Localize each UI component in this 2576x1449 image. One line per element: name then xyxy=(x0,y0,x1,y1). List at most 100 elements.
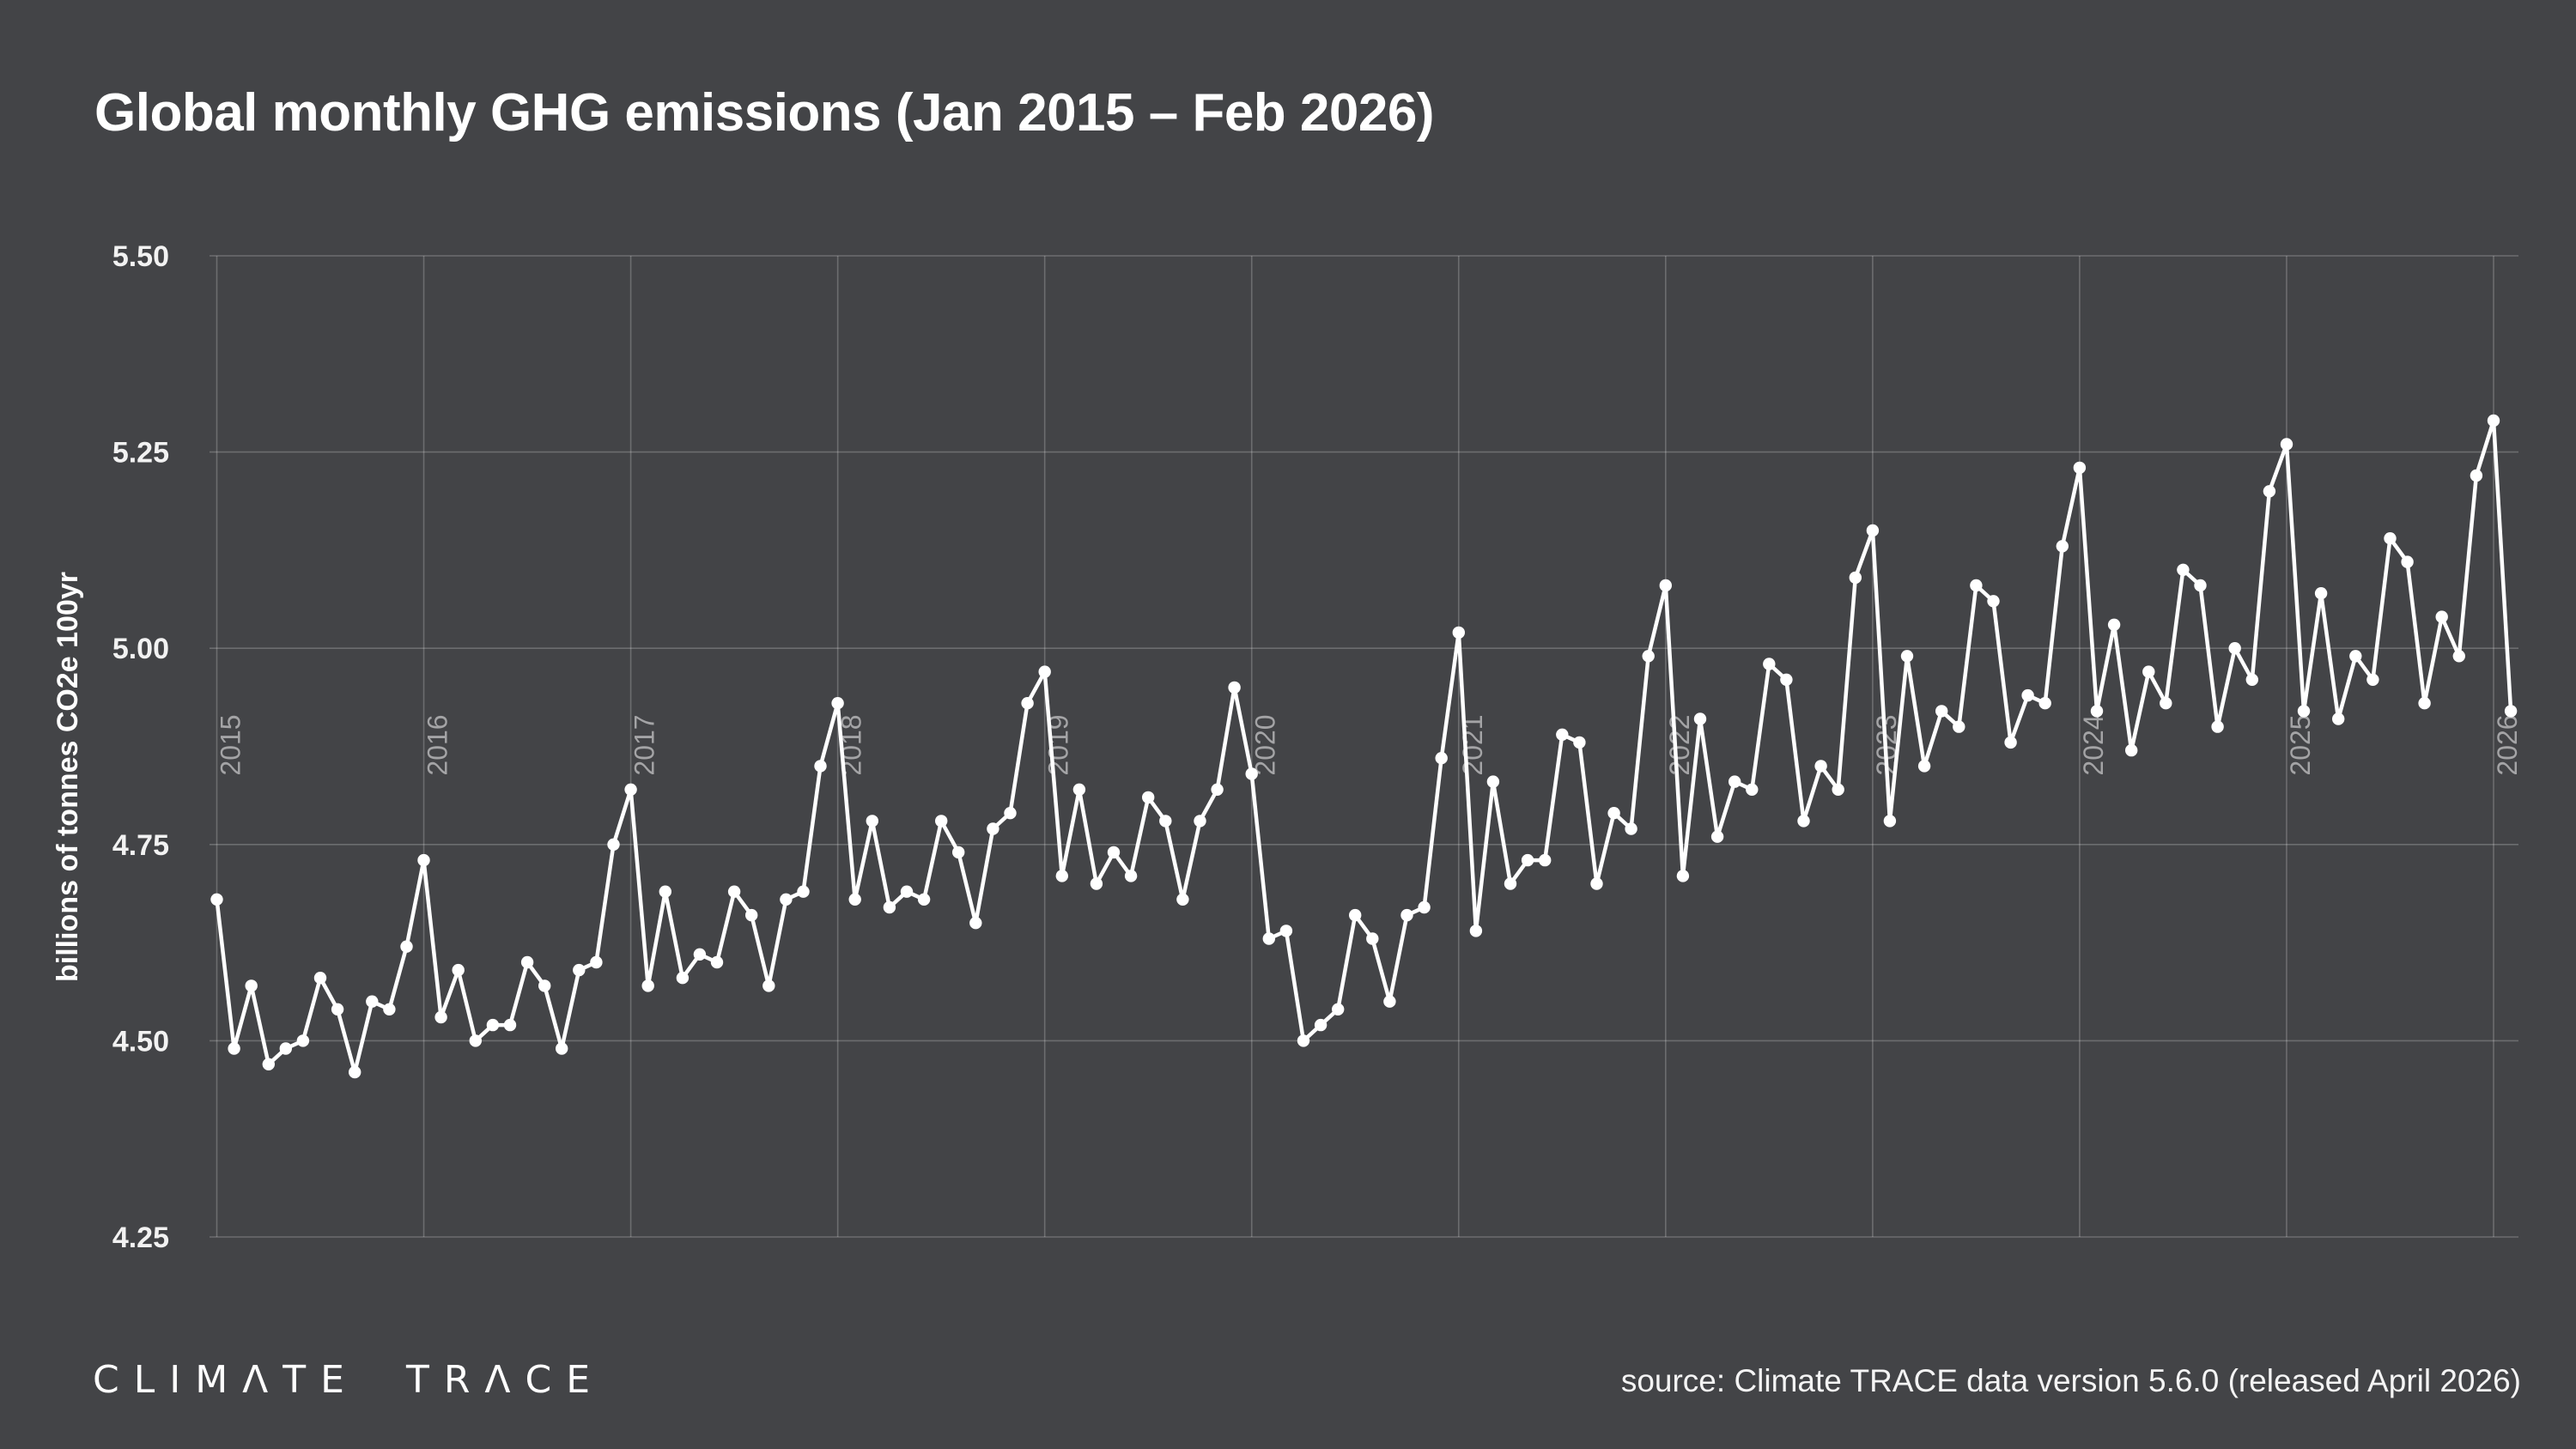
data-point-2020-02 xyxy=(1262,932,1276,945)
year-label: 2026 xyxy=(2492,714,2523,775)
data-point-2025-12 xyxy=(2470,469,2483,482)
data-point-2019-04 xyxy=(1090,877,1103,890)
emissions-series xyxy=(210,414,2518,1079)
data-point-2017-01 xyxy=(624,783,637,796)
data-point-2021-10 xyxy=(1607,807,1620,820)
data-point-2017-10 xyxy=(780,893,793,906)
data-point-2017-06 xyxy=(710,955,724,969)
data-point-2022-06 xyxy=(1746,783,1759,796)
data-point-2016-11 xyxy=(590,955,603,969)
data-point-2025-03 xyxy=(2314,587,2328,600)
data-point-2018-12 xyxy=(1021,697,1034,710)
data-point-2025-07 xyxy=(2384,532,2397,545)
data-point-2018-06 xyxy=(917,893,931,906)
data-point-2023-11 xyxy=(2038,697,2051,710)
y-axis-ticks: 5.50 5.25 5.00 4.75 4.50 4.25 xyxy=(112,240,169,1254)
data-point-2016-10 xyxy=(573,963,586,977)
data-point-2020-12 xyxy=(1435,752,1448,765)
data-point-2016-02 xyxy=(434,1010,447,1024)
data-point-2021-09 xyxy=(1590,877,1603,890)
data-point-2024-02 xyxy=(2090,705,2104,718)
data-point-2023-10 xyxy=(2021,688,2034,702)
page-title: Global monthly GHG emissions (Jan 2015 –… xyxy=(94,83,1434,142)
y-tick-label: 5.50 xyxy=(112,240,169,273)
data-point-2021-01 xyxy=(1452,626,1466,640)
data-point-2016-05 xyxy=(486,1018,500,1032)
data-point-2018-07 xyxy=(935,815,948,828)
data-point-2019-07 xyxy=(1142,791,1155,804)
source-attribution: source: Climate TRACE data version 5.6.0… xyxy=(1620,1363,2521,1398)
data-point-2022-07 xyxy=(1763,658,1776,670)
data-point-2017-08 xyxy=(745,908,758,922)
data-point-2020-09 xyxy=(1383,995,1396,1008)
data-point-2015-12 xyxy=(400,940,413,953)
data-point-2016-06 xyxy=(503,1018,517,1032)
year-axis: 2015 2016 2017 2018 2019 2020 2021 2022 2023 2024… xyxy=(216,256,2523,1237)
data-point-2018-09 xyxy=(969,917,982,930)
data-point-2022-03 xyxy=(1693,712,1707,725)
data-point-2019-03 xyxy=(1072,783,1086,796)
data-point-2018-04 xyxy=(883,900,896,914)
data-point-2017-05 xyxy=(693,948,707,961)
data-point-2024-09 xyxy=(2211,720,2224,733)
data-point-2023-06 xyxy=(1953,720,1965,733)
data-point-2023-03 xyxy=(1900,650,1914,663)
data-point-2015-06 xyxy=(296,1034,310,1047)
emissions-line xyxy=(215,418,2513,1075)
data-point-2026-01 xyxy=(2487,414,2500,427)
data-point-2022-02 xyxy=(1676,870,1690,882)
data-point-2021-07 xyxy=(1556,728,1569,741)
data-point-2024-08 xyxy=(2194,579,2207,592)
data-point-2018-10 xyxy=(987,822,999,835)
data-point-2025-05 xyxy=(2349,650,2362,663)
data-point-2023-07 xyxy=(1970,579,1983,592)
data-point-2025-10 xyxy=(2435,610,2448,623)
data-point-2017-04 xyxy=(676,972,690,985)
data-point-2018-01 xyxy=(831,697,844,710)
data-point-2021-02 xyxy=(1469,925,1483,937)
data-point-2019-10 xyxy=(1194,815,1206,828)
year-label: 2022 xyxy=(1664,714,1695,775)
data-point-2017-07 xyxy=(727,885,741,898)
data-point-2024-04 xyxy=(2125,743,2138,757)
year-label: 2015 xyxy=(216,714,246,775)
data-point-2015-04 xyxy=(262,1058,275,1071)
data-point-2019-02 xyxy=(1055,870,1069,882)
data-point-2018-03 xyxy=(866,815,878,828)
data-point-2016-08 xyxy=(538,979,551,992)
data-point-2015-09 xyxy=(349,1065,361,1079)
data-point-2017-02 xyxy=(641,979,654,992)
data-point-2019-05 xyxy=(1107,846,1121,859)
y-axis-title: billions of tonnes CO2e 100yr xyxy=(52,572,84,982)
data-point-2024-06 xyxy=(2160,697,2172,710)
data-point-2015-07 xyxy=(313,972,327,985)
year-label: 2025 xyxy=(2285,714,2316,775)
data-point-2024-03 xyxy=(2107,618,2121,631)
data-point-2016-01 xyxy=(417,853,430,867)
data-point-2024-11 xyxy=(2245,673,2258,686)
y-tick-label: 5.00 xyxy=(112,633,169,665)
y-tick-label: 4.50 xyxy=(112,1025,169,1058)
data-point-2015-05 xyxy=(279,1042,292,1055)
data-point-2019-09 xyxy=(1176,893,1189,906)
data-point-2021-12 xyxy=(1642,650,1655,663)
data-point-2023-09 xyxy=(2004,736,2017,749)
data-point-2023-05 xyxy=(1935,705,1948,718)
data-point-2020-08 xyxy=(1366,932,1379,945)
data-point-2015-02 xyxy=(228,1042,240,1055)
data-point-2015-01 xyxy=(210,893,223,906)
data-point-2016-09 xyxy=(556,1042,568,1055)
data-point-2018-05 xyxy=(900,885,914,898)
data-point-2025-06 xyxy=(2366,673,2379,686)
data-point-2023-12 xyxy=(2056,540,2069,553)
data-point-2023-08 xyxy=(1987,595,2000,608)
data-point-2024-07 xyxy=(2177,563,2190,576)
data-point-2025-02 xyxy=(2297,705,2311,718)
data-point-2025-04 xyxy=(2332,712,2345,725)
data-point-2021-06 xyxy=(1539,853,1552,867)
data-point-2016-03 xyxy=(452,963,465,977)
data-point-2020-05 xyxy=(1314,1018,1327,1032)
data-point-2016-07 xyxy=(520,955,534,969)
data-point-2019-12 xyxy=(1228,681,1241,694)
